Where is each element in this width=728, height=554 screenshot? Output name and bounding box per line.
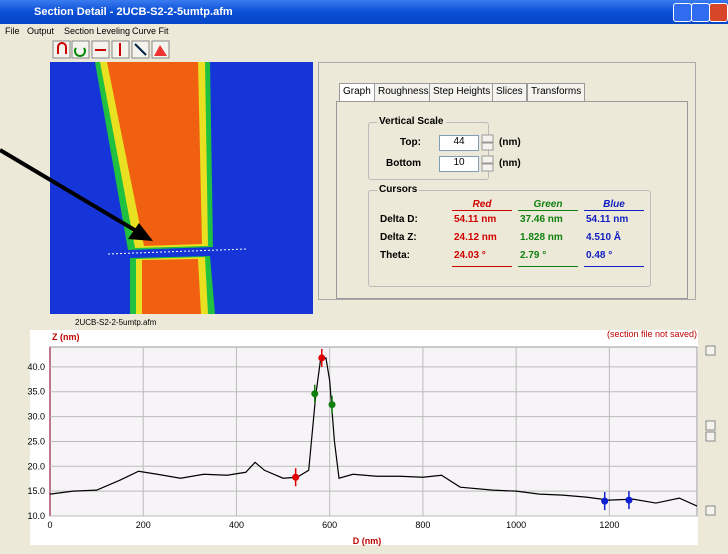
cursor-point [318, 354, 325, 361]
status-text: (section file not saved) [607, 329, 697, 339]
y-tick-label: 25.0 [27, 436, 45, 446]
scroll-buttons[interactable] [706, 346, 715, 515]
y-tick-label: 15.0 [27, 486, 45, 496]
x-tick-label: 1000 [506, 520, 526, 530]
cursor-point [311, 390, 318, 397]
cursor-point [292, 474, 299, 481]
x-tick-label: 1200 [599, 520, 619, 530]
x-tick-label: 200 [136, 520, 151, 530]
cursor-point [329, 401, 336, 408]
x-tick-label: 0 [47, 520, 52, 530]
cursor-point [601, 498, 608, 505]
y-axis-label: Z (nm) [52, 332, 80, 342]
x-axis-label: D (nm) [353, 536, 382, 546]
x-tick-label: 600 [322, 520, 337, 530]
y-tick-label: 35.0 [27, 387, 45, 397]
cursor-point [625, 497, 632, 504]
x-tick-label: 400 [229, 520, 244, 530]
x-tick-label: 800 [415, 520, 430, 530]
y-tick-label: 20.0 [27, 461, 45, 471]
y-tick-label: 10.0 [27, 511, 45, 521]
y-tick-label: 40.0 [27, 362, 45, 372]
chart: Z (nm) (section file not saved) D (nm) 1… [0, 0, 728, 554]
y-tick-label: 30.0 [27, 412, 45, 422]
window: Section Detail - 2UCB-S2-2-5umtp.afm Fil… [0, 0, 728, 554]
